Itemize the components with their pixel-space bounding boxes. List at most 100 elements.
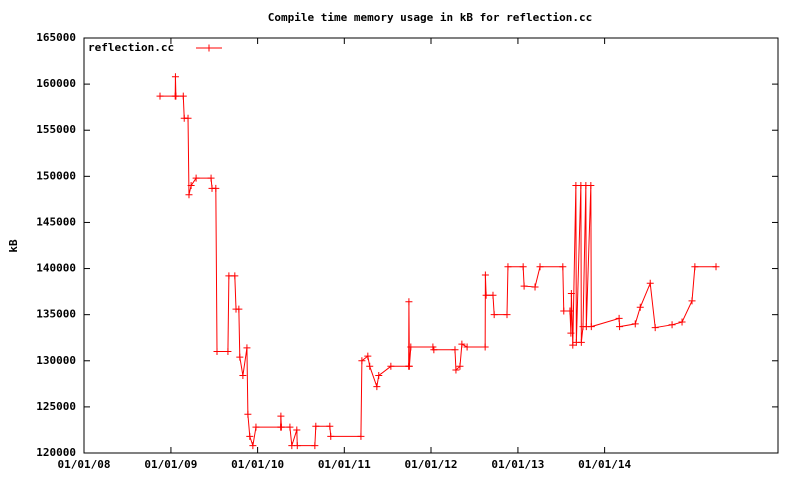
point [490, 311, 498, 319]
point [171, 73, 179, 81]
point [631, 320, 639, 328]
point [239, 372, 247, 380]
point [456, 362, 464, 370]
point [249, 442, 257, 450]
point [520, 282, 528, 290]
point [246, 432, 254, 440]
point [668, 321, 676, 329]
point [207, 174, 215, 182]
point [569, 341, 577, 349]
point [185, 191, 193, 199]
point [481, 343, 489, 351]
point [451, 346, 459, 354]
x-tick-label: 01/01/10 [231, 458, 284, 471]
point [587, 323, 595, 331]
legend-label: reflection.cc [88, 41, 174, 54]
point [358, 357, 366, 365]
point [357, 432, 365, 440]
point [293, 442, 301, 450]
y-tick-label: 145000 [36, 215, 76, 228]
point [156, 92, 164, 100]
point [519, 263, 527, 271]
point [312, 422, 320, 430]
point [430, 346, 438, 354]
x-tick-label: 01/01/09 [144, 458, 197, 471]
point [244, 410, 252, 418]
x-tick-label: 01/01/14 [578, 458, 631, 471]
plot-border [83, 37, 779, 454]
point [243, 344, 251, 352]
point [688, 297, 696, 305]
point [651, 324, 659, 332]
point [615, 314, 623, 322]
chart-title: Compile time memory usage in kB for refl… [268, 11, 593, 24]
point [536, 263, 544, 271]
point [311, 442, 319, 450]
point [458, 340, 466, 348]
point [212, 184, 220, 192]
x-tick-label: 01/01/13 [491, 458, 544, 471]
point [405, 298, 413, 306]
point [364, 352, 372, 360]
point [225, 272, 233, 280]
point [489, 291, 497, 299]
point [179, 92, 187, 100]
point [293, 426, 301, 434]
y-tick-label: 160000 [36, 77, 76, 90]
point [192, 174, 200, 182]
x-tick-label: 01/01/12 [405, 458, 458, 471]
point [566, 307, 574, 315]
point [531, 283, 539, 291]
point [327, 432, 335, 440]
point [481, 271, 489, 279]
point [463, 343, 471, 351]
y-tick-label: 140000 [36, 262, 76, 275]
point [213, 348, 221, 356]
y-tick-label: 165000 [36, 31, 76, 44]
point [277, 412, 285, 420]
point [577, 338, 585, 346]
point [559, 263, 567, 271]
point [452, 366, 460, 374]
point [236, 353, 244, 361]
y-axis-label: kB [7, 239, 20, 253]
point [482, 291, 490, 299]
point [503, 311, 511, 319]
point [560, 307, 568, 315]
y-tick-label: 120000 [36, 446, 76, 459]
point [172, 92, 180, 100]
point [375, 372, 383, 380]
y-tick-label: 125000 [36, 400, 76, 413]
y-tick-label: 135000 [36, 308, 76, 321]
point [504, 263, 512, 271]
point [224, 348, 232, 356]
y-tick-label: 150000 [36, 169, 76, 182]
point [326, 422, 334, 430]
point [678, 318, 686, 326]
point [567, 329, 575, 337]
point [587, 182, 595, 190]
point [405, 362, 413, 370]
point [235, 305, 243, 313]
point [567, 289, 575, 297]
x-tick-label: 01/01/08 [58, 458, 111, 471]
point [231, 272, 239, 280]
point [277, 423, 285, 431]
point [387, 362, 395, 370]
y-tick-label: 130000 [36, 354, 76, 367]
point [712, 263, 720, 271]
point [187, 182, 195, 190]
point [616, 323, 624, 331]
point [636, 303, 644, 311]
point [366, 362, 374, 370]
point [184, 114, 192, 122]
point [252, 423, 260, 431]
point [691, 263, 699, 271]
y-tick-label: 155000 [36, 123, 76, 136]
legend-marker [205, 44, 213, 52]
point [646, 279, 654, 287]
point [407, 343, 415, 351]
point [373, 383, 381, 391]
